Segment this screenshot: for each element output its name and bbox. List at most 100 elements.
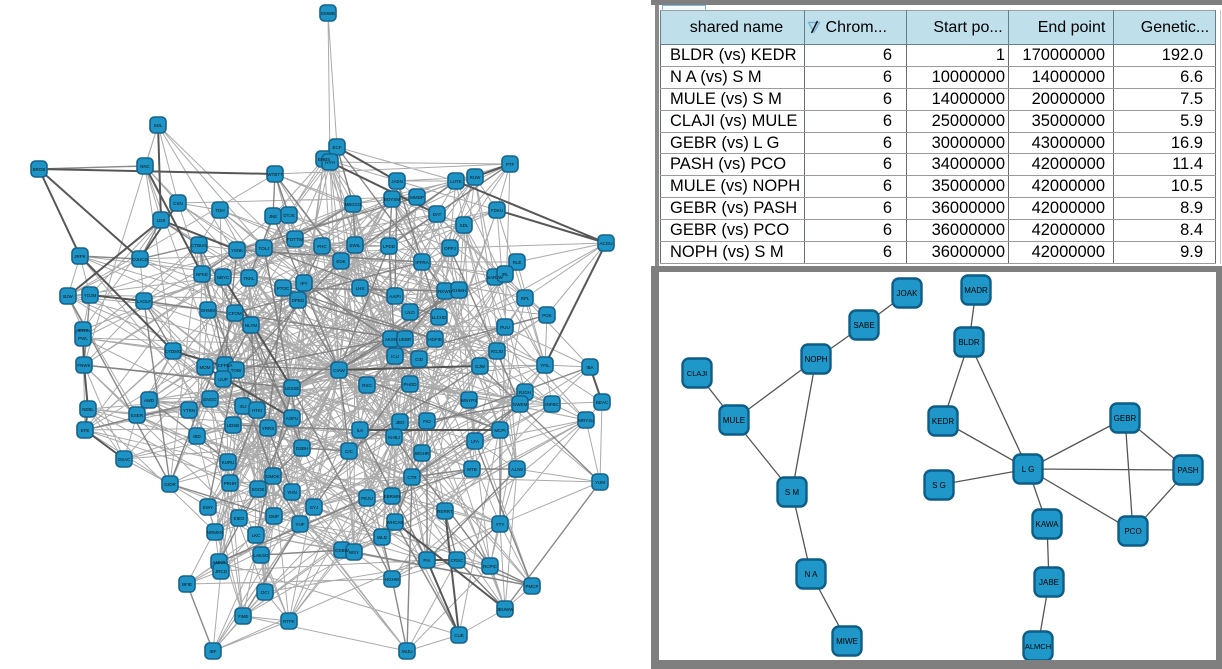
svg-text:MMDP: MMDP [410,195,424,200]
svg-text:PTOC: PTOC [277,286,290,291]
svg-text:LKC: LKC [252,533,262,538]
svg-text:GWEM: GWEM [513,402,528,407]
svg-text:WGHR: WGHR [415,451,430,456]
svg-text:CLAJI: CLAJI [687,369,707,378]
svg-text:MULE: MULE [723,416,745,425]
svg-text:HDFIB: HDFIB [428,337,442,342]
svg-text:YRRS: YRRS [262,426,275,431]
svg-text:LAKSO: LAKSO [253,553,269,558]
svg-text:BEAC: BEAC [596,400,609,405]
svg-text:LUTK: LUTK [450,179,462,184]
svg-text:YSNK: YSNK [231,248,243,253]
svg-text:YHF: YHF [296,522,305,527]
svg-text:DCI: DCI [261,590,269,595]
svg-text:UDSB: UDSB [227,423,240,428]
svg-text:RCPIC: RCPIC [483,564,498,569]
svg-text:NNC: NNC [140,164,150,169]
svg-text:NBYC: NBYC [217,275,230,280]
svg-text:JNE: JNE [269,214,278,219]
svg-text:ECF: ECF [333,145,342,150]
svg-text:DMP: DMP [269,514,279,519]
svg-text:RSG: RSG [362,383,372,388]
svg-text:RJGH: RJGH [519,390,531,395]
svg-text:FDKU: FDKU [491,208,503,213]
svg-text:RUW: RUW [470,175,481,180]
svg-text:CIC: CIC [345,449,354,454]
svg-text:BFIE: BFIE [182,582,192,587]
svg-text:NFKE: NFKE [196,272,208,277]
svg-text:SDL: SDL [460,223,469,228]
svg-text:YFIL: YFIL [540,363,550,368]
svg-text:PRHR: PRHR [224,481,238,486]
svg-text:RGJO: RGJO [491,349,504,354]
svg-text:HYH: HYH [325,160,335,165]
svg-text:LHS: LHS [356,286,365,291]
svg-text:AAIPI: AAIPI [389,294,401,299]
svg-text:JOAK: JOAK [897,289,919,298]
svg-text:AMKR: AMKR [212,560,226,565]
svg-text:RTPK: RTPK [283,619,295,624]
svg-text:JABE: JABE [1039,578,1059,587]
svg-text:YTY: YTY [496,522,505,527]
svg-text:DPBG: DPBG [292,298,305,303]
svg-text:KAWA: KAWA [1036,520,1060,529]
svg-text:BLDR: BLDR [958,338,980,347]
svg-text:DMOK: DMOK [266,474,280,479]
svg-text:EWY: EWY [203,505,213,510]
svg-text:ALMCH: ALMCH [1025,642,1051,651]
svg-text:JAEN: JAEN [391,179,403,184]
svg-text:IBF: IBF [209,649,216,654]
svg-text:IPY: IPY [300,281,307,286]
svg-text:YTRN: YTRN [183,408,195,413]
svg-text:CTBUG: CTBUG [191,243,207,248]
svg-text:PHOD: PHOD [403,382,417,387]
svg-text:EDK: EDK [336,259,345,264]
svg-text:EHMM: EHMM [201,308,215,313]
svg-text:IENS: IENS [78,328,89,333]
svg-text:LFA: LFA [471,439,479,444]
svg-text:OSAC: OSAC [118,457,132,462]
svg-text:L G: L G [1022,465,1035,474]
svg-text:YIME: YIME [237,614,248,619]
svg-text:SGOE: SGOE [251,487,264,492]
svg-text:IGJ: IGJ [239,404,246,409]
svg-text:RLE: RLE [513,260,522,265]
svg-text:KHBJ: KHBJ [388,435,400,440]
svg-text:PIA: PIA [423,558,430,563]
svg-text:PGK: PGK [542,313,552,318]
svg-text:GJW: GJW [475,364,486,369]
svg-text:LAOLF: LAOLF [137,299,152,304]
svg-text:OJUCD: OJUCD [132,257,148,262]
svg-text:UUP: UUP [218,377,228,382]
svg-text:PUU: PUU [500,325,510,330]
svg-text:YUM: YUM [595,480,605,485]
svg-text:TDH: TDH [215,208,224,213]
svg-text:PTF: PTF [506,162,515,167]
svg-text:BOYSM: BOYSM [384,197,401,202]
svg-text:GIOR: GIOR [164,482,176,487]
svg-text:MADR: MADR [964,286,988,295]
svg-text:PWL: PWL [78,336,88,341]
svg-text:GEBR: GEBR [1114,414,1137,423]
svg-text:CID: CID [415,357,424,362]
svg-text:TOW: TOW [231,368,242,373]
svg-text:EWIL: EWIL [349,243,360,248]
svg-text:CRSC: CRSC [451,558,465,563]
svg-text:PCO: PCO [1124,527,1141,536]
svg-text:DSBH: DSBH [296,446,309,451]
svg-text:MOM: MOM [200,365,211,370]
svg-text:MCPI: MCPI [494,428,505,433]
svg-text:WNYPS: WNYPS [461,398,478,403]
svg-text:OPPJ: OPPJ [444,246,456,251]
svg-text:ICU: ICU [391,354,399,359]
svg-text:WHCAB: WHCAB [387,520,404,525]
svg-text:LESSE: LESSE [285,386,300,391]
svg-text:ENGG: ENGG [203,397,217,402]
svg-text:JBO: JBO [396,420,405,425]
svg-text:CUE: CUE [454,633,464,638]
svg-text:CSN: CSN [173,201,183,206]
svg-text:PMCP: PMCP [525,584,538,589]
svg-text:KURU: KURU [222,460,235,465]
svg-text:FNWK: FNWK [77,363,90,368]
svg-text:EMWB: EMWB [321,11,335,16]
